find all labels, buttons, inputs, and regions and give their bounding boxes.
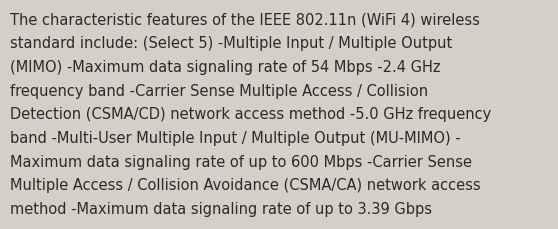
Text: Multiple Access / Collision Avoidance (CSMA/CA) network access: Multiple Access / Collision Avoidance (C… <box>10 178 480 193</box>
Text: Maximum data signaling rate of up to 600 Mbps -Carrier Sense: Maximum data signaling rate of up to 600… <box>10 154 472 169</box>
Text: band -Multi-User Multiple Input / Multiple Output (MU-MIMO) -: band -Multi-User Multiple Input / Multip… <box>10 131 461 145</box>
Text: frequency band -Carrier Sense Multiple Access / Collision: frequency band -Carrier Sense Multiple A… <box>10 83 428 98</box>
Text: standard include: (Select 5) -Multiple Input / Multiple Output: standard include: (Select 5) -Multiple I… <box>10 36 453 51</box>
Text: The characteristic features of the IEEE 802.11n (WiFi 4) wireless: The characteristic features of the IEEE … <box>10 13 480 27</box>
Text: Detection (CSMA/CD) network access method -5.0 GHz frequency: Detection (CSMA/CD) network access metho… <box>10 107 491 122</box>
Text: method -Maximum data signaling rate of up to 3.39 Gbps: method -Maximum data signaling rate of u… <box>10 201 432 216</box>
Text: (MIMO) -Maximum data signaling rate of 54 Mbps -2.4 GHz: (MIMO) -Maximum data signaling rate of 5… <box>10 60 441 75</box>
